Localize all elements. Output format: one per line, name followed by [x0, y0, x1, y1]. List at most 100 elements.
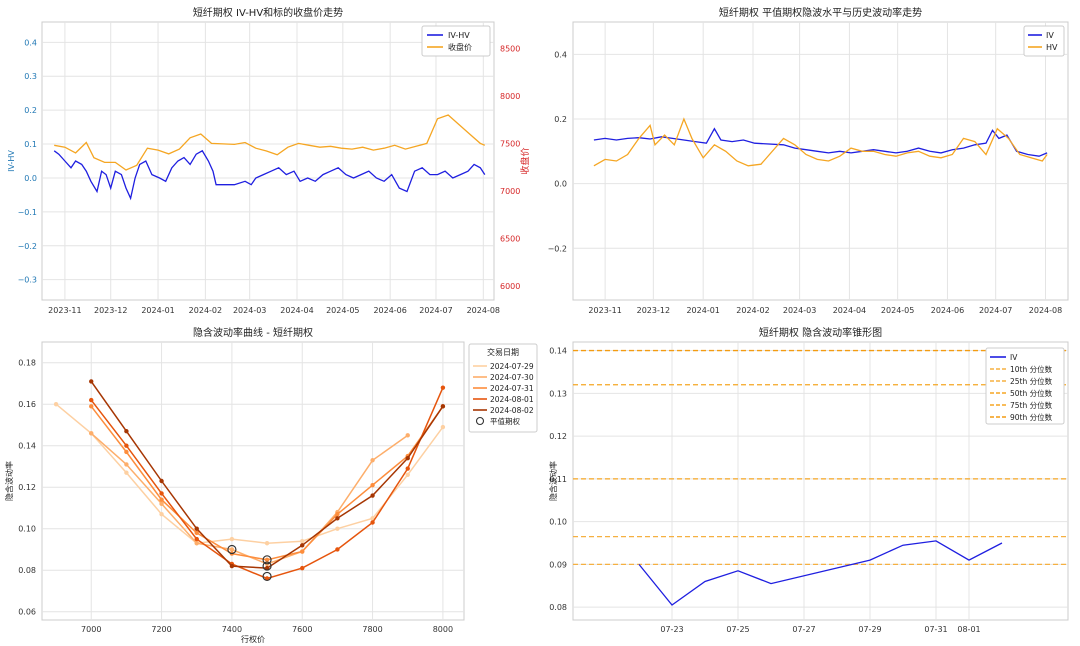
- atm-marker: [262, 555, 272, 565]
- x-tick-label: 7600: [292, 625, 312, 634]
- data-point: [300, 565, 305, 571]
- data-point: [300, 549, 305, 554]
- legend-label: 2024-07-29: [490, 362, 534, 371]
- series-line: [55, 403, 444, 544]
- data-point: [124, 443, 129, 448]
- data-point: [264, 576, 270, 581]
- y-right-tick-label: 8000: [500, 92, 520, 101]
- data-point: [159, 478, 164, 484]
- chart-1: 短纤期权 IV-HV和标的收盘价走势 2023-11 2023-12 2024-01 2…: [7, 6, 531, 315]
- y-tick-label: 0.4: [24, 38, 37, 47]
- data-point: [124, 449, 129, 455]
- x-axis-label: 行权价: [241, 634, 265, 644]
- y-tick-label: −0.3: [18, 276, 37, 285]
- y-right-tick-label: 8500: [500, 45, 520, 54]
- data-point: [405, 472, 410, 477]
- y-axis-label: 隐含波动率: [4, 461, 14, 501]
- data-point: [300, 543, 305, 548]
- data-point: [440, 385, 446, 390]
- data-point: [229, 547, 235, 552]
- x-tick-label: 2024-06: [931, 306, 964, 315]
- y-axis-label: IV-HV: [7, 150, 16, 172]
- y-tick-label: 0.2: [554, 115, 567, 124]
- chart-title: 短纤期权 平值期权隐波水平与历史波动率走势: [719, 6, 922, 19]
- legend-label: 2024-08-01: [490, 395, 534, 404]
- atm-marker: [262, 571, 272, 582]
- data-point: [335, 516, 340, 521]
- plot-area: [572, 21, 1069, 301]
- data-point: [229, 536, 235, 542]
- y-tick-label: −0.2: [18, 242, 37, 251]
- data-point: [159, 491, 164, 496]
- x-tick-label: 2024-06: [373, 306, 406, 315]
- data-point: [53, 402, 59, 407]
- x-tick-label: 07-31: [924, 625, 947, 634]
- y-tick-label: 0.18: [18, 359, 36, 368]
- data-point: [264, 557, 270, 563]
- plot-area: [41, 341, 465, 621]
- y-tick-label: −0.2: [548, 244, 567, 253]
- y-tick-label: 0.12: [18, 483, 36, 492]
- legend-label: 2024-07-30: [490, 373, 534, 382]
- legend-label: 收盘价: [448, 42, 472, 52]
- data-point: [124, 470, 129, 475]
- data-point: [89, 397, 94, 403]
- legend-label: 2024-08-02: [490, 406, 534, 415]
- y-tick-label: −0.1: [18, 208, 37, 217]
- y-tick-label: 0.10: [18, 525, 36, 534]
- y-tick-label: 0.10: [549, 518, 567, 527]
- series-line: [593, 127, 1048, 157]
- x-tick-label: 07-23: [660, 625, 683, 634]
- series-line: [593, 117, 1048, 167]
- x-tick-label: 2023-12: [94, 306, 127, 315]
- x-tick-label: 7400: [222, 625, 242, 634]
- data-point: [194, 526, 199, 531]
- plot-area: [41, 21, 495, 301]
- y-tick-label: 0.06: [18, 608, 36, 617]
- data-point: [159, 497, 164, 502]
- x-tick-label: 2024-02: [189, 306, 222, 315]
- data-point: [370, 458, 375, 463]
- x-tick-label: 2024-01: [141, 306, 174, 315]
- x-tick-label: 2024-04: [280, 306, 313, 315]
- data-point: [89, 379, 94, 384]
- legend-label: 2024-07-31: [490, 384, 534, 393]
- y-right-tick-label: 7000: [500, 187, 520, 196]
- legend-label: 25th 分位数: [1010, 376, 1053, 386]
- y-tick-label: 0.1: [24, 140, 37, 149]
- y-axis-label: 隐含波动率: [548, 461, 558, 501]
- legend-box: [1023, 25, 1065, 57]
- chart-2: 短纤期权 平值期权隐波水平与历史波动率走势 2023-11 2023-12 2024-…: [548, 6, 1069, 315]
- data-point: [194, 541, 199, 546]
- legend-atm-marker: [475, 416, 485, 426]
- y-tick-label: 0.0: [24, 174, 37, 183]
- data-point: [264, 565, 270, 571]
- x-tick-label: 07-25: [726, 625, 749, 634]
- y-tick-label: 0.14: [549, 347, 567, 356]
- legend-title: 交易日期: [487, 347, 519, 357]
- data-point: [124, 462, 129, 467]
- x-tick-label: 2023-11: [588, 306, 621, 315]
- y-tick-label: 0.14: [18, 442, 36, 451]
- data-point: [194, 530, 199, 536]
- x-tick-label: 2024-03: [783, 306, 816, 315]
- data-point: [370, 520, 375, 525]
- data-point: [335, 526, 340, 531]
- data-point: [370, 482, 375, 488]
- x-tick-label: 07-29: [858, 625, 881, 634]
- legend-label: IV: [1046, 31, 1054, 40]
- x-tick-label: 2023-11: [48, 306, 81, 315]
- data-point: [440, 404, 446, 409]
- data-point: [440, 424, 446, 430]
- data-point: [89, 431, 94, 436]
- legend-label: HV: [1046, 43, 1058, 52]
- x-tick-label: 08-01: [957, 625, 980, 634]
- y-tick-label: 0.2: [24, 106, 37, 115]
- atm-marker: [227, 544, 237, 555]
- x-tick-label: 07-27: [792, 625, 815, 634]
- y-tick-label: 0.08: [549, 603, 567, 612]
- data-point: [405, 455, 410, 461]
- chart-title: 短纤期权 隐含波动率锥形图: [759, 326, 882, 339]
- x-tick-label: 2024-04: [833, 306, 866, 315]
- x-tick-label: 2024-01: [686, 306, 719, 315]
